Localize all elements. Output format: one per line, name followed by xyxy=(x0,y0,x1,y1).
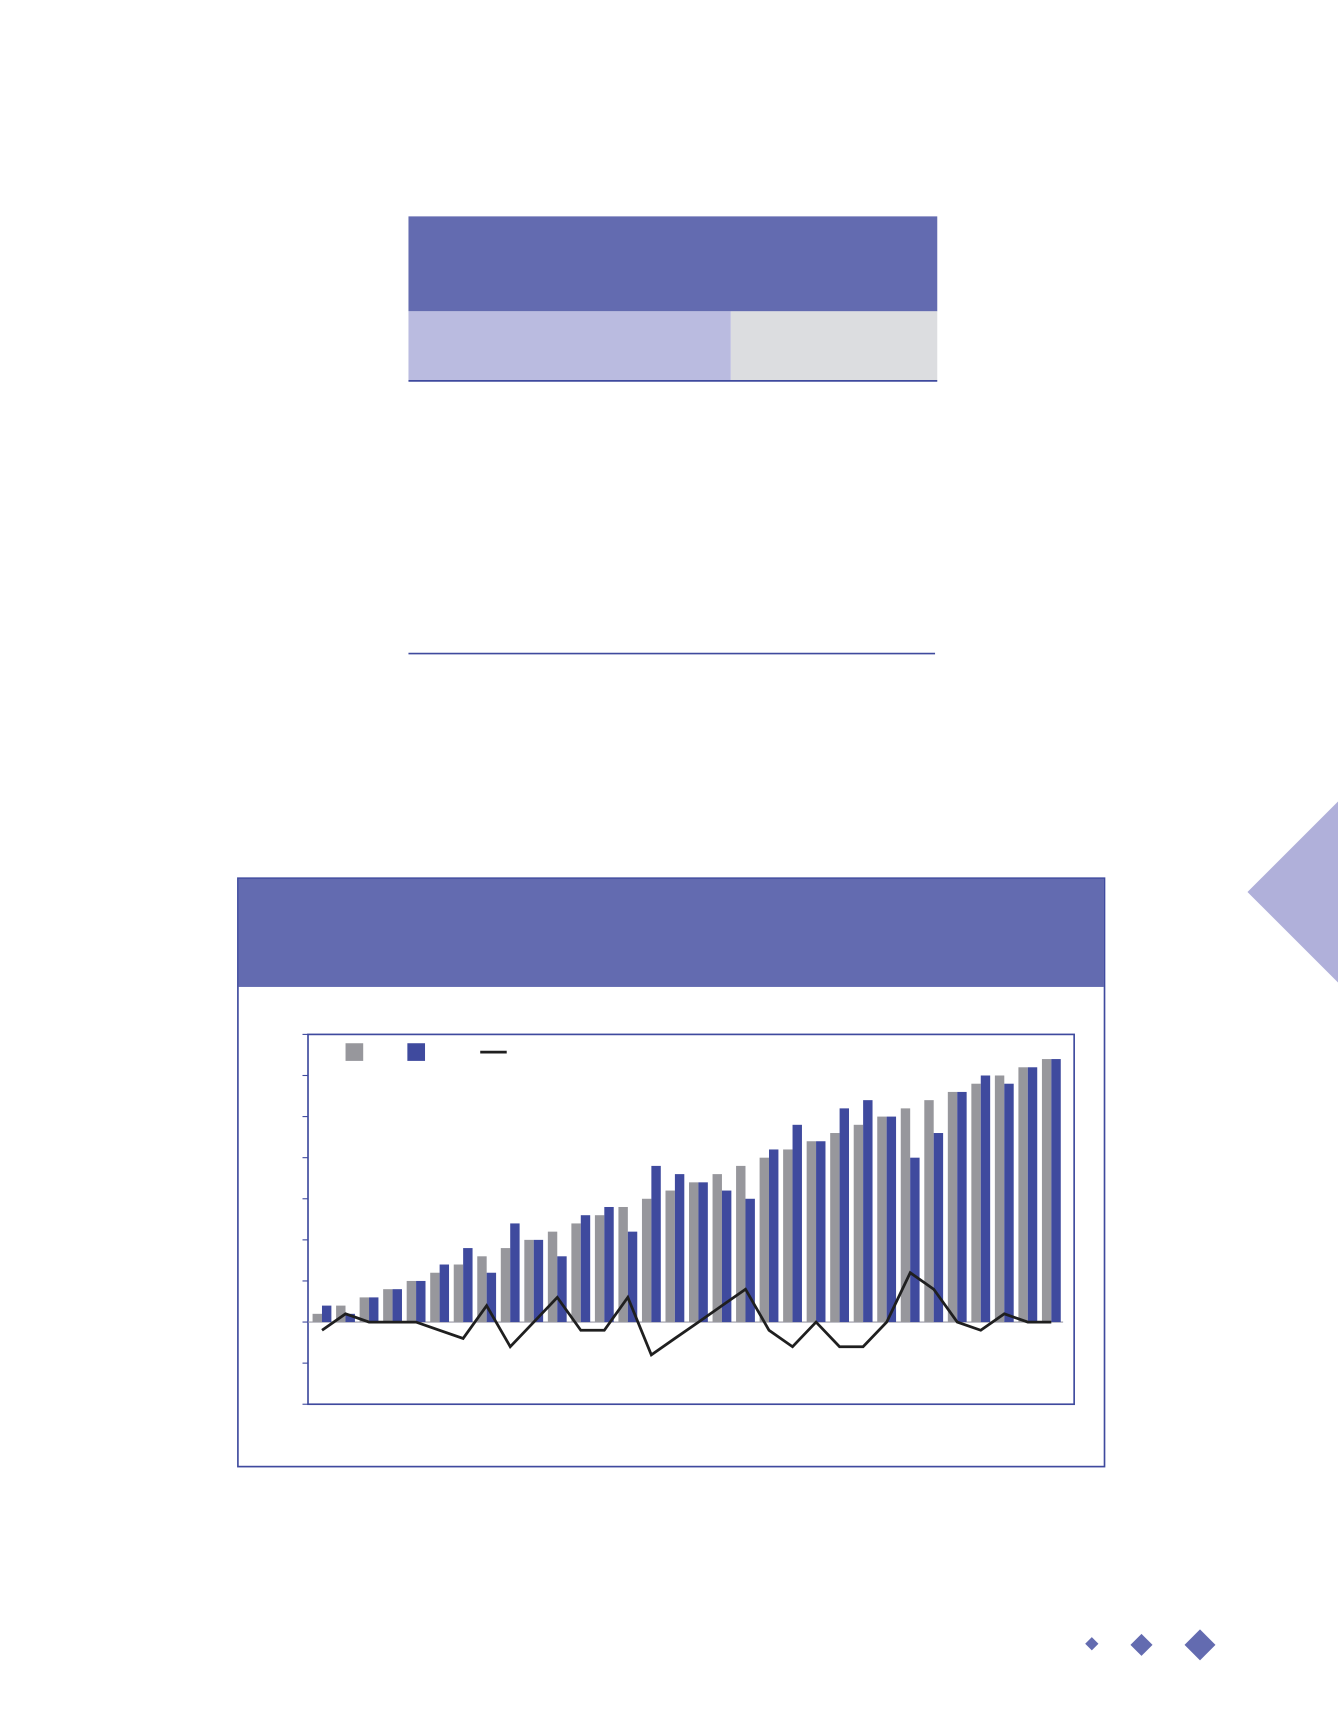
bar xyxy=(359,1297,370,1323)
bar xyxy=(792,1124,802,1323)
bar xyxy=(689,1182,699,1323)
bar xyxy=(994,1075,1005,1323)
bar xyxy=(604,1206,614,1323)
plot xyxy=(302,1033,1064,1405)
bar xyxy=(641,1198,652,1323)
bar xyxy=(547,1231,558,1323)
bar xyxy=(430,1272,440,1323)
bar xyxy=(769,1149,779,1323)
bar xyxy=(453,1264,464,1323)
bar xyxy=(665,1190,675,1323)
bar xyxy=(816,1141,826,1323)
bar xyxy=(863,1100,873,1323)
legend-swatch xyxy=(345,1043,364,1061)
bar xyxy=(618,1206,628,1323)
bar xyxy=(830,1133,840,1323)
bar xyxy=(627,1231,638,1323)
bar xyxy=(336,1305,346,1323)
bar xyxy=(510,1223,520,1323)
bar xyxy=(463,1248,473,1323)
bar xyxy=(594,1215,605,1323)
bar xyxy=(745,1198,755,1323)
bar xyxy=(406,1280,417,1323)
bar xyxy=(477,1256,487,1323)
bar xyxy=(439,1264,450,1323)
bar xyxy=(971,1083,981,1323)
bar xyxy=(651,1165,661,1323)
decoration xyxy=(1130,1633,1153,1656)
bar xyxy=(853,1124,864,1323)
bar xyxy=(910,1157,920,1323)
bar xyxy=(736,1165,746,1323)
bar xyxy=(947,1091,958,1323)
bar xyxy=(1018,1067,1028,1323)
bar xyxy=(980,1075,991,1323)
bar xyxy=(806,1141,817,1323)
legend-swatch xyxy=(407,1043,426,1061)
decoration xyxy=(1085,1637,1099,1651)
bar xyxy=(674,1174,685,1323)
bar xyxy=(500,1248,511,1323)
bar xyxy=(877,1116,887,1323)
bar xyxy=(886,1116,897,1323)
bar xyxy=(533,1239,544,1323)
bar xyxy=(1041,1059,1052,1323)
bar xyxy=(698,1182,708,1323)
bar xyxy=(957,1091,967,1323)
bar xyxy=(416,1280,426,1323)
bar xyxy=(1004,1083,1014,1323)
bar xyxy=(571,1223,581,1323)
bar xyxy=(345,1313,355,1323)
bar xyxy=(312,1313,322,1323)
bar xyxy=(1027,1067,1038,1323)
bar xyxy=(759,1157,770,1323)
table-cell xyxy=(730,311,938,381)
bar xyxy=(1051,1059,1061,1323)
bar xyxy=(557,1256,567,1323)
bar xyxy=(580,1215,591,1323)
table-header xyxy=(408,216,938,312)
bar xyxy=(933,1133,944,1323)
bar xyxy=(900,1108,911,1323)
table-cell xyxy=(408,311,731,381)
bar xyxy=(924,1100,934,1323)
line xyxy=(321,1270,1052,1358)
bar xyxy=(839,1108,850,1323)
decoration xyxy=(1247,801,1338,983)
bar xyxy=(486,1272,497,1323)
chart-header xyxy=(238,878,1104,987)
bar xyxy=(392,1289,402,1323)
bar xyxy=(783,1149,793,1323)
bar xyxy=(721,1190,732,1323)
bar xyxy=(524,1239,534,1323)
bar xyxy=(712,1174,722,1323)
bar xyxy=(369,1297,379,1323)
decoration xyxy=(1184,1629,1216,1661)
bar xyxy=(383,1289,393,1323)
bar xyxy=(321,1305,332,1323)
plot-frame xyxy=(307,1033,1075,1406)
